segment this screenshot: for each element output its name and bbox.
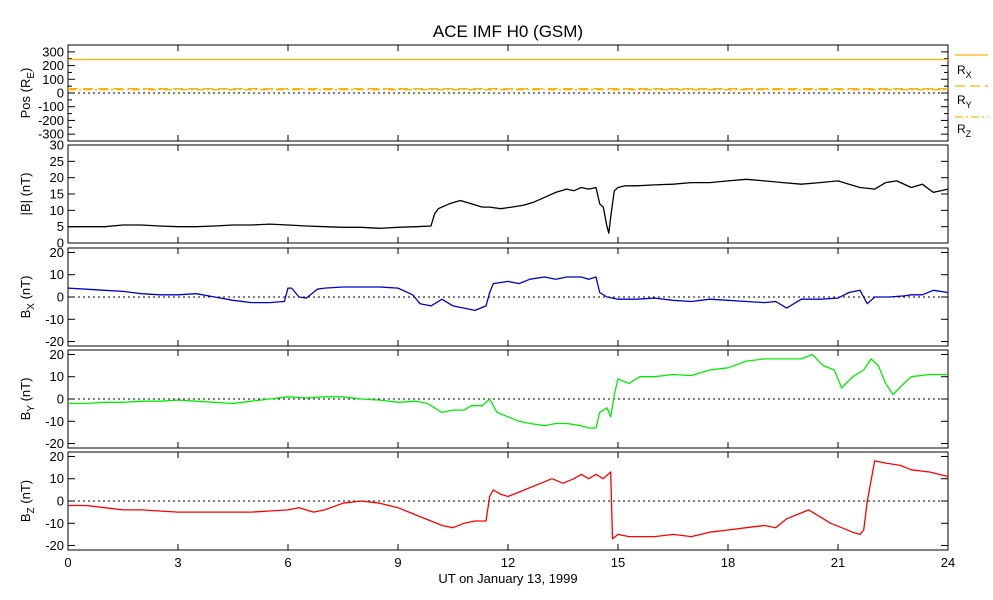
y-tick-label: -10 bbox=[45, 312, 64, 327]
y-tick-label: 15 bbox=[50, 187, 64, 202]
y-tick-label: 0 bbox=[57, 494, 64, 509]
y-axis-label: BX (nT) bbox=[18, 276, 37, 319]
y-tick-label: 20 bbox=[50, 245, 64, 260]
x-tick-label: 18 bbox=[721, 555, 735, 570]
panel-bz: 20 10 0 -10 -20 BZ (nT) bbox=[18, 449, 949, 553]
panel-bx: 20 10 0 -10 -20 BX (nT) bbox=[18, 245, 949, 349]
series-line-bz bbox=[68, 460, 949, 540]
y-tick-label: 100 bbox=[42, 72, 64, 87]
position-legend: RX RY RZ bbox=[955, 54, 988, 139]
x-tick-label: 12 bbox=[501, 555, 515, 570]
x-axis: 0 3 6 9 12 15 18 21 24 bbox=[64, 555, 955, 570]
y-axis-label: Pos (RE) bbox=[18, 68, 37, 119]
chart-title: ACE IMF H0 (GSM) bbox=[433, 22, 583, 41]
x-tick-label: 21 bbox=[831, 555, 845, 570]
y-tick-label: -20 bbox=[45, 334, 64, 349]
y-tick-label: 0 bbox=[57, 86, 64, 101]
x-tick-label: 15 bbox=[611, 555, 625, 570]
y-tick-label: 200 bbox=[42, 58, 64, 73]
x-axis-label: UT on January 13, 1999 bbox=[438, 571, 577, 586]
y-tick-label: 20 bbox=[50, 347, 64, 362]
x-tick-label: 24 bbox=[941, 555, 955, 570]
legend-label: RX bbox=[957, 63, 972, 80]
y-tick-label: -20 bbox=[45, 436, 64, 451]
series-line-b bbox=[68, 178, 949, 234]
x-tick-label: 3 bbox=[174, 555, 181, 570]
y-tick-label: 25 bbox=[50, 154, 64, 169]
y-axis-label: |B| (nT) bbox=[18, 173, 33, 216]
legend-label: RY bbox=[957, 93, 972, 110]
y-tick-label: 20 bbox=[50, 449, 64, 464]
y-tick-label: 5 bbox=[57, 219, 64, 234]
y-tick-label: -10 bbox=[45, 414, 64, 429]
series-line-by bbox=[68, 353, 948, 429]
panel-frame bbox=[67, 144, 949, 244]
y-tick-label: 10 bbox=[50, 471, 64, 486]
y-tick-label: 10 bbox=[50, 369, 64, 384]
y-tick-label: 20 bbox=[50, 170, 64, 185]
y-axis-label: BZ (nT) bbox=[18, 480, 37, 522]
y-tick-label: 10 bbox=[50, 267, 64, 282]
y-tick-label: 0 bbox=[57, 236, 64, 251]
y-tick-label: 30 bbox=[50, 138, 64, 153]
y-axis-label: BY (nT) bbox=[18, 378, 37, 421]
y-tick-label: 0 bbox=[57, 290, 64, 305]
x-tick-label: 0 bbox=[64, 555, 71, 570]
y-tick-label: -300 bbox=[38, 127, 64, 142]
y-tick-label: 10 bbox=[50, 203, 64, 218]
legend-label: RZ bbox=[957, 122, 972, 139]
y-tick-label: 300 bbox=[42, 44, 64, 59]
x-tick-label: 9 bbox=[394, 555, 401, 570]
x-tick-label: 6 bbox=[284, 555, 291, 570]
y-tick-label: -200 bbox=[38, 113, 64, 128]
y-tick-label: -20 bbox=[45, 538, 64, 553]
series-line-bx bbox=[67, 276, 949, 312]
y-tick-label: -100 bbox=[38, 99, 64, 114]
panel-by: 20 10 0 -10 -20 BY (nT) bbox=[18, 347, 949, 451]
y-tick-label: -10 bbox=[45, 516, 64, 531]
y-tick-label: 0 bbox=[57, 392, 64, 407]
